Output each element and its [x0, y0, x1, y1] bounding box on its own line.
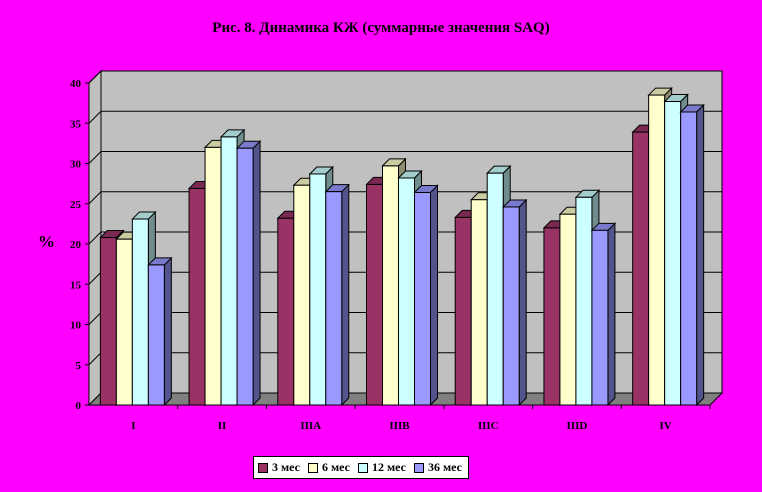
bar [277, 217, 295, 406]
bar [236, 147, 254, 406]
y-tick-label: 15 [70, 279, 82, 291]
bar-side [341, 183, 350, 407]
bar [575, 196, 593, 406]
bar [454, 216, 472, 406]
legend-item: 36 мес [413, 460, 462, 475]
bar [309, 173, 327, 406]
y-axis-label: % [38, 232, 55, 251]
x-tick-label: IIIA [300, 420, 321, 432]
y-tick-label: 10 [70, 320, 82, 332]
gridline-side [88, 352, 102, 366]
bar [398, 177, 415, 406]
bar [115, 238, 133, 406]
legend-swatch [357, 462, 368, 473]
y-tick-label: 35 [70, 118, 82, 130]
gridline-side [88, 70, 102, 84]
bar [414, 191, 431, 406]
gridline-side [88, 191, 102, 205]
legend-swatch [258, 462, 268, 473]
bar [543, 227, 561, 406]
x-tick-label: IIIC [478, 420, 499, 432]
x-tick-label: IIID [567, 420, 588, 432]
gridline-side [88, 231, 102, 245]
bar [502, 206, 520, 406]
legend-item: 12 мес [357, 460, 406, 475]
chart-title: Рис. 8. Динамика КЖ (суммарные значения … [212, 20, 550, 36]
legend-label: 12 мес [371, 460, 406, 474]
legend-label: 3 мес [272, 460, 300, 474]
legend: 3 мес 6 мес 12 мес 36 мес [253, 456, 469, 479]
y-tick-label: 40 [70, 78, 82, 90]
bar [632, 131, 650, 406]
bar [470, 199, 488, 406]
y-tick-label: 20 [70, 239, 82, 251]
legend-label: 6 мес [321, 460, 350, 474]
bar [293, 184, 311, 406]
bar [147, 264, 165, 406]
bar-side [252, 139, 261, 407]
gridline-side [88, 110, 102, 124]
bar-side [430, 184, 438, 407]
bar [680, 111, 698, 406]
bar [648, 94, 666, 406]
gridline-side [88, 151, 102, 164]
gridline-side [88, 271, 102, 285]
bar [366, 183, 383, 406]
y-tick-label: 0 [76, 400, 82, 412]
bar [325, 191, 343, 406]
bar-side [696, 103, 705, 407]
legend-label: 36 мес [427, 460, 462, 474]
bar [131, 218, 149, 406]
bar [188, 187, 206, 406]
y-tick-label: 5 [76, 360, 82, 372]
legend-item: 3 мес [258, 460, 300, 475]
legend-swatch [413, 462, 424, 473]
bar-side [518, 198, 527, 407]
legend-item: 6 мес [307, 460, 350, 475]
bar-side [163, 256, 172, 407]
bar-side [607, 222, 616, 407]
bar [486, 172, 504, 406]
bar [99, 237, 117, 406]
x-tick-label: II [218, 420, 227, 432]
y-tick-label: 25 [70, 199, 82, 211]
bar [382, 165, 399, 406]
legend-swatch [307, 462, 318, 473]
bar [664, 101, 682, 406]
bar [204, 146, 222, 406]
x-tick-label: IV [660, 420, 672, 432]
gridline-side [88, 312, 102, 325]
x-tick-label: I [131, 420, 135, 432]
bar [591, 229, 609, 406]
x-tick-label: IIIB [389, 420, 410, 432]
bar [220, 136, 238, 406]
bar [559, 213, 577, 406]
y-tick-label: 30 [70, 159, 82, 171]
